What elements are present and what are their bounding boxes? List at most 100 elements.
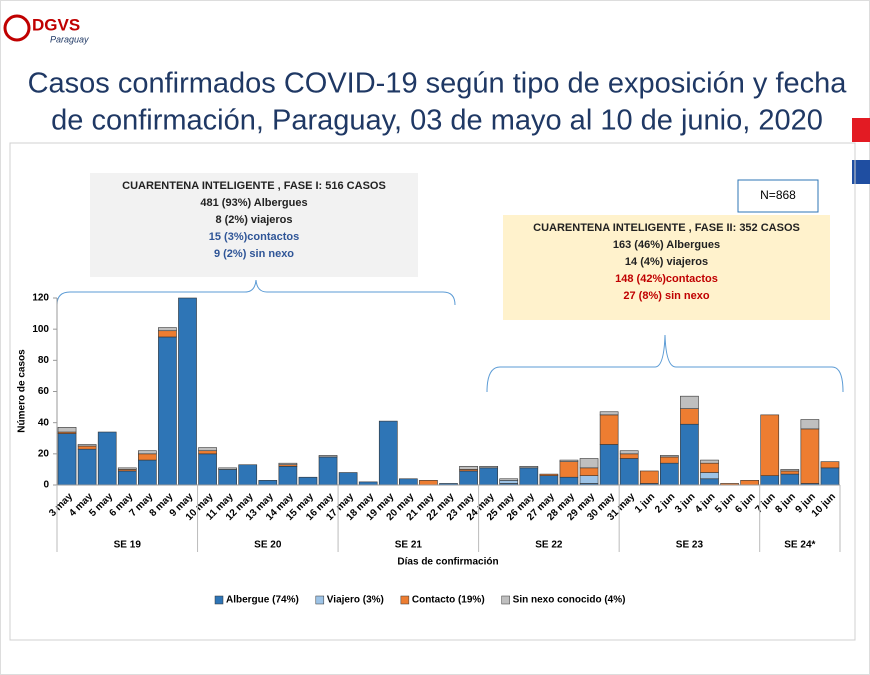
bar-segment: [780, 473, 800, 486]
bar-segment: [459, 465, 478, 470]
legend-swatch: [214, 595, 224, 605]
bar-segment: [800, 428, 820, 484]
bar-segment: [539, 475, 559, 486]
bar-segment: [760, 475, 780, 486]
bar-segment: [700, 462, 719, 473]
week-label: SE 23: [676, 540, 704, 551]
bar-segment: [419, 480, 438, 486]
bar-segment: [198, 453, 217, 486]
bar-segment: [378, 420, 398, 486]
bar-segment: [599, 444, 619, 486]
bar-segment: [639, 470, 659, 484]
bar-segment: [318, 455, 338, 458]
bar-segment: [138, 459, 157, 486]
bar-segment: [800, 419, 820, 430]
bar-segment: [338, 472, 358, 486]
bar-segment: [57, 433, 77, 486]
bar-segment: [579, 475, 599, 484]
bar-segment: [700, 472, 719, 480]
bar-segment: [77, 448, 97, 486]
y-tick-label: 60: [38, 386, 50, 397]
bar-segment: [760, 414, 780, 476]
bar-segment: [579, 467, 599, 476]
bar-segment: [619, 453, 639, 459]
bar-segment: [660, 462, 679, 486]
bar-segment: [97, 431, 117, 486]
bar-segment: [559, 476, 579, 486]
y-tick-label: 0: [43, 480, 49, 491]
legend-swatch: [315, 595, 325, 605]
bar-segment: [820, 467, 840, 486]
bar-segment: [117, 470, 137, 486]
total-box: [737, 179, 819, 213]
bar-segment: [138, 450, 157, 455]
bar-segment: [77, 445, 97, 450]
bar-segment: [278, 465, 298, 486]
phase-box: [90, 173, 418, 277]
phase-bracket: [56, 279, 456, 306]
legend-label: Sin nexo conocido (4%): [513, 595, 626, 606]
box-text: 481 (93%) Albergues: [200, 197, 307, 209]
legend-label: Contacto (19%): [412, 595, 485, 606]
bar-segment: [619, 458, 639, 486]
bar-segment: [138, 453, 157, 461]
bar-segment: [820, 461, 840, 469]
box-text: CUARENTENA INTELIGENTE , FASE I: 516 CAS…: [122, 180, 386, 192]
bar-segment: [780, 469, 800, 472]
legend-swatch: [400, 595, 410, 605]
bar-segment: [158, 327, 177, 332]
y-tick-label: 120: [32, 293, 49, 304]
bar-segment: [660, 456, 679, 464]
flag-blue: [852, 160, 870, 184]
legend-label: Albergue (74%): [226, 595, 299, 606]
bar-segment: [660, 455, 679, 458]
bar-segment: [479, 467, 498, 486]
week-label: SE 22: [535, 540, 563, 551]
box-text: 9 (2%) sin nexo: [214, 248, 294, 260]
phase-box: [503, 215, 830, 320]
bar-segment: [539, 473, 559, 476]
y-tick-label: 80: [38, 355, 50, 366]
legend-swatch: [501, 595, 510, 605]
bar-segment: [680, 408, 699, 425]
box-text: 15 (3%)contactos: [209, 231, 299, 243]
chart-frame: [9, 142, 856, 641]
bar-segment: [519, 467, 539, 486]
flag-red: [852, 118, 870, 142]
bar-segment: [700, 478, 719, 486]
bar-segment: [278, 462, 298, 466]
y-tick-label: 20: [38, 448, 50, 459]
bar-segment: [218, 469, 237, 486]
bar-segment: [559, 459, 579, 462]
week-label: SE 24*: [784, 540, 815, 551]
week-label: SE 19: [114, 540, 142, 551]
bar-segment: [158, 330, 177, 338]
x-axis-label: Días de confirmación: [397, 557, 498, 568]
bar-segment: [258, 480, 278, 486]
bar-segment: [57, 427, 77, 433]
bar-segment: [519, 465, 539, 469]
phase-bracket: [486, 334, 844, 393]
bar-segment: [318, 456, 338, 486]
box-text: 27 (8%) sin nexo: [623, 290, 709, 302]
bar-segment: [238, 464, 258, 486]
bar-segment: [499, 478, 519, 481]
bar-segment: [499, 480, 519, 484]
legend-label: Viajero (3%): [327, 595, 384, 606]
bar-segment: [559, 461, 579, 478]
bar-segment: [298, 476, 318, 486]
box-text: CUARENTENA INTELIGENTE , FASE II: 352 CA…: [533, 222, 800, 234]
box-text: 14 (4%) viajeros: [625, 256, 708, 268]
bar-segment: [479, 465, 498, 469]
total-text: N=868: [760, 188, 796, 202]
bar-segment: [599, 414, 619, 445]
bar-segment: [117, 467, 137, 470]
bar-segment: [680, 395, 699, 409]
bar-segment: [158, 336, 177, 486]
week-label: SE 20: [254, 540, 282, 551]
bar-segment: [459, 470, 478, 486]
y-tick-label: 100: [32, 324, 49, 335]
